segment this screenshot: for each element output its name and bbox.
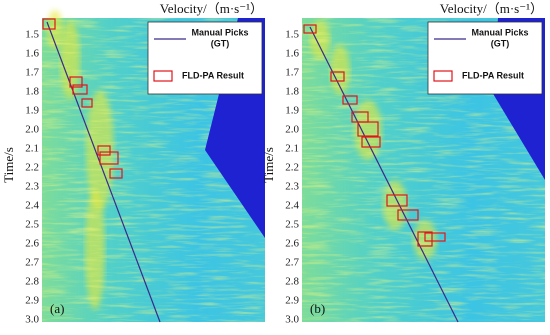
y-tick-label: 1.8 [285, 86, 299, 98]
legend-box [427, 21, 543, 95]
y-tick-label: 1.9 [25, 105, 39, 117]
legend-label: (GT) [211, 38, 230, 48]
y-tick-label: 2.3 [25, 181, 39, 193]
y-tick-label: 3.0 [285, 314, 299, 326]
manual-picks-line [46, 21, 161, 323]
detection-box [424, 232, 446, 242]
y-tick-label: 1.9 [285, 105, 299, 117]
legend-label: Manual Picks [191, 27, 248, 37]
y-tick-label: 2.9 [285, 295, 299, 307]
y-tick-label: 1.7 [285, 67, 299, 79]
panel-label: (a) [50, 301, 64, 316]
manual-picks-line [309, 26, 459, 323]
y-tick-label: 2.8 [285, 276, 299, 288]
detection-box [99, 151, 119, 165]
y-tick-label: 2.7 [285, 257, 299, 269]
y-tick-label: 2.1 [25, 143, 39, 155]
y-tick-label: 1.5 [285, 29, 299, 41]
y-tick-label: 2.0 [25, 124, 39, 136]
legend-label: FLD-PA Result [182, 70, 244, 80]
y-tick-label: 2.1 [285, 143, 299, 155]
y-tick-label: 2.5 [25, 219, 39, 231]
legend-label: Manual Picks [471, 27, 528, 37]
y-tick-label: 1.5 [25, 29, 39, 41]
panel-title: Velocity/（m·s⁻¹） [440, 1, 543, 16]
y-tick-label: 2.9 [25, 295, 39, 307]
panel-label: (b) [310, 301, 325, 316]
y-axis-label: Time/s [1, 147, 16, 183]
y-tick-label: 2.8 [25, 276, 39, 288]
legend-box [147, 21, 263, 95]
y-axis-label: Time/s [261, 147, 276, 183]
detection-box [330, 71, 345, 82]
detection-box [69, 76, 83, 88]
detection-box [397, 209, 419, 221]
detection-box [72, 84, 88, 95]
detection-box [303, 24, 317, 34]
y-tick-label: 1.6 [285, 48, 299, 60]
y-tick-label: 1.7 [25, 67, 39, 79]
y-tick-label: 2.6 [25, 238, 39, 250]
y-tick-label: 2.2 [285, 162, 299, 174]
y-tick-label: 1.8 [25, 86, 39, 98]
detection-box [109, 168, 123, 179]
y-tick-label: 3.0 [25, 314, 39, 326]
detection-box [81, 98, 93, 108]
legend-label: (GT) [491, 38, 510, 48]
detection-box [361, 136, 381, 148]
detection-box [386, 194, 408, 207]
detection-box [42, 18, 56, 30]
detection-box [97, 145, 111, 156]
y-tick-label: 1.6 [25, 48, 39, 60]
legend-box-sample [153, 70, 173, 82]
y-tick-label: 2.4 [285, 200, 299, 212]
y-tick-label: 2.5 [285, 219, 299, 231]
detection-box [417, 231, 433, 247]
legend-box-sample [433, 70, 453, 82]
y-tick-label: 2.3 [285, 181, 299, 193]
y-tick-label: 2.6 [285, 238, 299, 250]
y-tick-label: 2.7 [25, 257, 39, 269]
detection-box [342, 95, 358, 105]
y-tick-label: 2.0 [285, 124, 299, 136]
y-tick-label: 2.4 [25, 200, 39, 212]
detection-box [357, 121, 379, 137]
legend-label: FLD-PA Result [462, 70, 524, 80]
panel-title: Velocity/（m·s⁻¹） [160, 1, 263, 16]
y-tick-label: 2.2 [25, 162, 39, 174]
